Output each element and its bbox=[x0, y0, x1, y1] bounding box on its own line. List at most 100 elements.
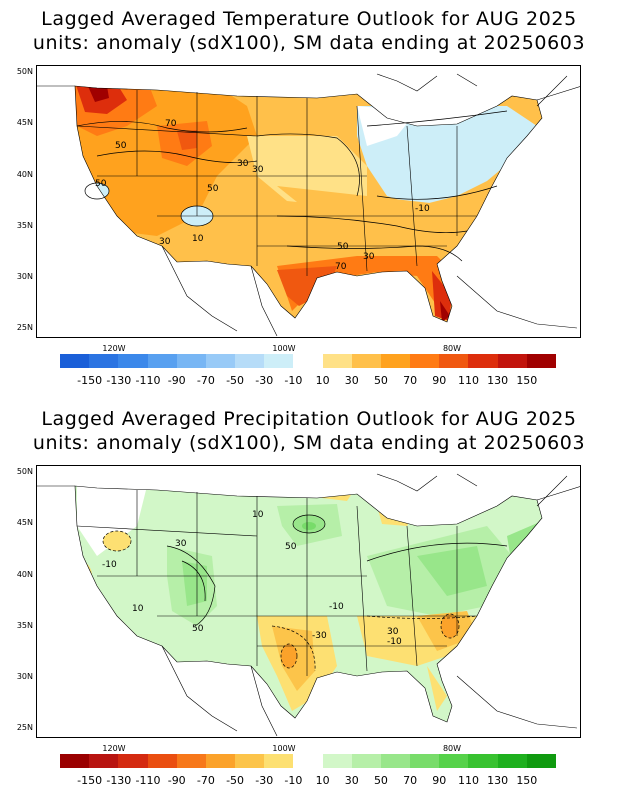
precipitation-contour-labels: 10 30 50 -10 10 50 -10 -30 30 -10 bbox=[102, 510, 402, 647]
colorbar-swatch bbox=[264, 754, 294, 768]
contour-label: 50 bbox=[95, 179, 107, 189]
colorbar-label: -50 bbox=[226, 374, 245, 387]
contour-label: 30 bbox=[159, 237, 171, 247]
lon-label: 100W bbox=[272, 744, 296, 753]
precipitation-anomaly-shading bbox=[75, 486, 542, 722]
colorbar-swatch bbox=[264, 354, 294, 368]
colorbar-swatch bbox=[205, 754, 236, 768]
lat-label: 35N bbox=[16, 221, 33, 230]
colorbar-label: 10 bbox=[315, 774, 330, 787]
precipitation-state-borders bbox=[74, 485, 543, 723]
colorbar-swatch bbox=[293, 354, 324, 368]
precipitation-map: 10 30 50 -10 10 50 -10 -30 30 -10 bbox=[36, 465, 581, 738]
contour-label: 50 bbox=[337, 242, 349, 252]
colorbar-label: -10 bbox=[284, 774, 303, 787]
contour-label: 30 bbox=[237, 159, 249, 169]
colorbar-swatch bbox=[380, 354, 411, 368]
colorbar-swatch bbox=[293, 754, 324, 768]
precipitation-contours bbox=[102, 514, 508, 672]
contour-label: -10 bbox=[329, 602, 344, 612]
colorbar-label: -150 bbox=[77, 774, 103, 787]
colorbar-label: 110 bbox=[457, 374, 479, 387]
colorbar-label: -30 bbox=[255, 374, 274, 387]
colorbar-swatch bbox=[497, 354, 528, 368]
colorbar-swatch bbox=[322, 754, 353, 768]
contour-label: 30 bbox=[175, 539, 187, 549]
contour-label: 30 bbox=[252, 165, 264, 175]
precipitation-coastlines bbox=[37, 473, 580, 737]
temperature-units-subtitle: units: anomaly (sdX100), SM data ending … bbox=[32, 32, 586, 54]
contour-label: 50 bbox=[192, 624, 204, 634]
colorbar-swatch bbox=[205, 354, 236, 368]
colorbar-label: 90 bbox=[432, 774, 447, 787]
colorbar-swatch bbox=[497, 754, 528, 768]
colorbar-label: -130 bbox=[106, 774, 132, 787]
lat-label: 50N bbox=[16, 67, 33, 76]
lat-label: 50N bbox=[16, 467, 33, 476]
lon-label: 80W bbox=[442, 744, 462, 753]
contour-label: 70 bbox=[335, 262, 347, 272]
temperature-map-svg: 70 50 50 30 50 30 10 30 -10 50 70 30 bbox=[37, 73, 580, 337]
contour-label: 70 bbox=[165, 119, 177, 129]
precipitation-map-svg: 10 30 50 -10 10 50 -10 -30 30 -10 bbox=[37, 473, 580, 737]
colorbar-swatch bbox=[468, 754, 499, 768]
temperature-contour-labels: 70 50 50 30 50 30 10 30 -10 50 70 30 bbox=[95, 119, 430, 272]
colorbar-swatch bbox=[147, 754, 178, 768]
colorbar-swatch bbox=[439, 354, 469, 368]
colorbar-swatch bbox=[147, 354, 178, 368]
lat-label: 40N bbox=[16, 570, 33, 579]
colorbar-swatch bbox=[410, 754, 440, 768]
lat-label: 45N bbox=[16, 118, 33, 127]
lat-label: 45N bbox=[16, 518, 33, 527]
colorbar-label: -10 bbox=[284, 374, 303, 387]
lat-label: 35N bbox=[16, 621, 33, 630]
lon-label: 120W bbox=[102, 744, 126, 753]
colorbar-label: -70 bbox=[196, 374, 215, 387]
lon-label: 80W bbox=[442, 344, 462, 353]
colorbar-label: 50 bbox=[373, 374, 388, 387]
colorbar-swatch bbox=[468, 354, 499, 368]
colorbar-label: -90 bbox=[167, 774, 186, 787]
colorbar-swatch bbox=[322, 354, 353, 368]
lat-label: 25N bbox=[16, 323, 33, 332]
contour-label: -30 bbox=[312, 631, 327, 641]
contour-label: 10 bbox=[252, 510, 264, 520]
colorbar-label: -130 bbox=[106, 374, 132, 387]
lon-label: 120W bbox=[102, 344, 126, 353]
colorbar-label: -110 bbox=[135, 774, 161, 787]
contour-label: -10 bbox=[415, 204, 430, 214]
colorbar-label: -30 bbox=[255, 774, 274, 787]
contour-label: -10 bbox=[102, 560, 117, 570]
contour-label: 50 bbox=[285, 542, 297, 552]
colorbar-label: -70 bbox=[196, 774, 215, 787]
temperature-outlook-panel: Lagged Averaged Temperature Outlook for … bbox=[16, 8, 586, 387]
colorbar-swatch bbox=[176, 354, 207, 368]
colorbar-label: 10 bbox=[315, 374, 330, 387]
colorbar-label: 110 bbox=[457, 774, 479, 787]
colorbar-swatch bbox=[351, 354, 382, 368]
colorbar-swatch bbox=[380, 754, 411, 768]
colorbar-label: -90 bbox=[167, 374, 186, 387]
colorbar-swatch bbox=[89, 354, 119, 368]
colorbar-label: 30 bbox=[344, 774, 359, 787]
colorbar-swatch bbox=[235, 754, 265, 768]
colorbar-swatch bbox=[526, 354, 557, 368]
lat-label: 40N bbox=[16, 170, 33, 179]
colorbar-label: 30 bbox=[344, 374, 359, 387]
colorbar-label: 130 bbox=[487, 774, 509, 787]
colorbar-label: 130 bbox=[487, 374, 509, 387]
lat-label: 25N bbox=[16, 723, 33, 732]
colorbar-label: 70 bbox=[403, 374, 418, 387]
colorbar-swatch bbox=[60, 354, 90, 368]
colorbar-label: 150 bbox=[516, 374, 538, 387]
colorbar-label: 90 bbox=[432, 374, 447, 387]
colorbar-label: 50 bbox=[373, 774, 388, 787]
colorbar-swatch bbox=[118, 354, 149, 368]
temperature-coastlines bbox=[37, 73, 580, 337]
colorbar-label: 70 bbox=[403, 774, 418, 787]
temperature-title: Lagged Averaged Temperature Outlook for … bbox=[41, 8, 577, 30]
colorbar-swatch bbox=[60, 754, 90, 768]
colorbar-swatch bbox=[526, 754, 557, 768]
contour-label: 50 bbox=[115, 141, 127, 151]
colorbar-swatch bbox=[410, 354, 440, 368]
